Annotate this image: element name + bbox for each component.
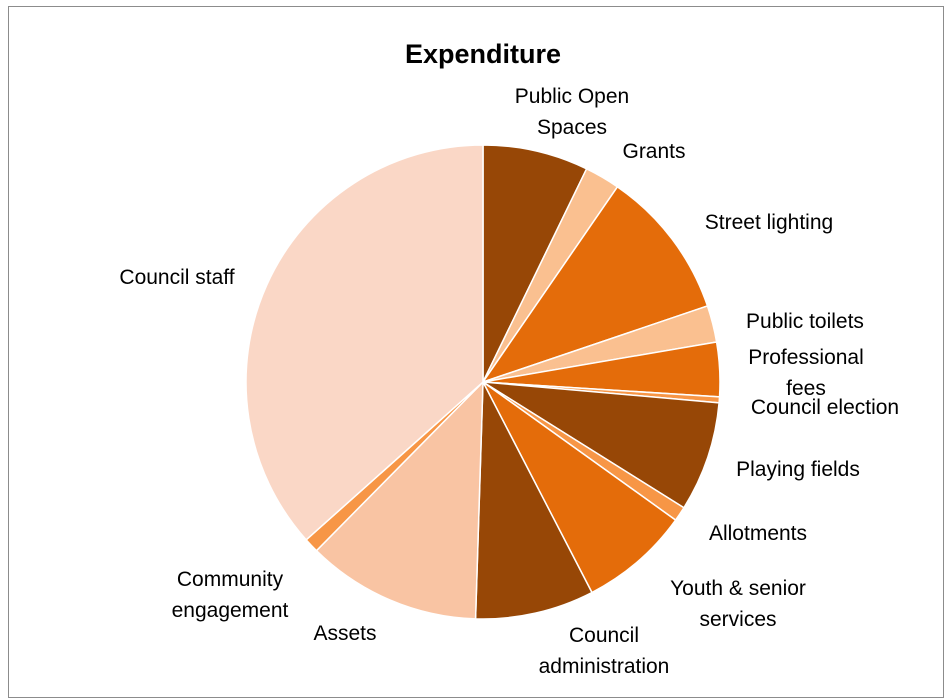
slice-label: Council staff [119, 266, 234, 289]
slice-label: Public toilets [746, 310, 864, 333]
slice-label-line: Youth & senior [670, 577, 806, 600]
pie-slice [482, 381, 720, 509]
slice-label-line: Assets [313, 622, 376, 645]
slice-label-line: Playing fields [736, 458, 860, 481]
pie-slice [245, 144, 484, 541]
slice-label: Community engagement [172, 568, 289, 622]
slice-label-line: Spaces [537, 116, 607, 139]
slice-label: Public Open Spaces [515, 85, 629, 139]
slice-label: Allotments [709, 522, 807, 545]
slice-label-line: Professional [748, 346, 864, 369]
slice-label: Playing fields [736, 458, 860, 481]
slice-label-line: Public toilets [746, 310, 864, 333]
pie-slices [245, 144, 721, 620]
slice-label-line: Council [569, 624, 639, 647]
pie-slice [482, 144, 588, 383]
pie-slice [482, 381, 677, 594]
slice-label-line: services [699, 608, 776, 631]
expenditure-pie-chart: Expenditure Public Open Spaces Grants Stree… [119, 39, 899, 678]
slice-label: Youth & senior services [670, 577, 806, 631]
slice-label-line: Allotments [709, 522, 807, 545]
slice-label-line: Community [177, 568, 284, 591]
slice-label-line: Grants [622, 140, 685, 163]
slice-label-line: fees [786, 377, 826, 400]
chart-title: Expenditure [405, 39, 561, 69]
slice-label-line: Council staff [119, 266, 234, 289]
slice-label-line: Street lighting [705, 211, 833, 234]
slice-label: Street lighting [705, 211, 833, 234]
slice-label: Council administration [539, 624, 670, 678]
slice-label-line: Council election [751, 396, 899, 419]
slice-label-line: Public Open [515, 85, 629, 108]
slice-label-line: administration [539, 655, 670, 678]
slice-label: Professional fees [748, 346, 864, 400]
pie-slice [481, 185, 709, 384]
pie-slice [315, 380, 484, 620]
pie-slice [474, 379, 593, 620]
slice-labels: Public Open Spaces Grants Street lighting Pu… [119, 85, 899, 678]
slice-label-line: engagement [172, 599, 289, 622]
slice-label: Grants [622, 140, 685, 163]
slice-label: Council election [751, 396, 899, 419]
slice-label: Assets [313, 622, 376, 645]
